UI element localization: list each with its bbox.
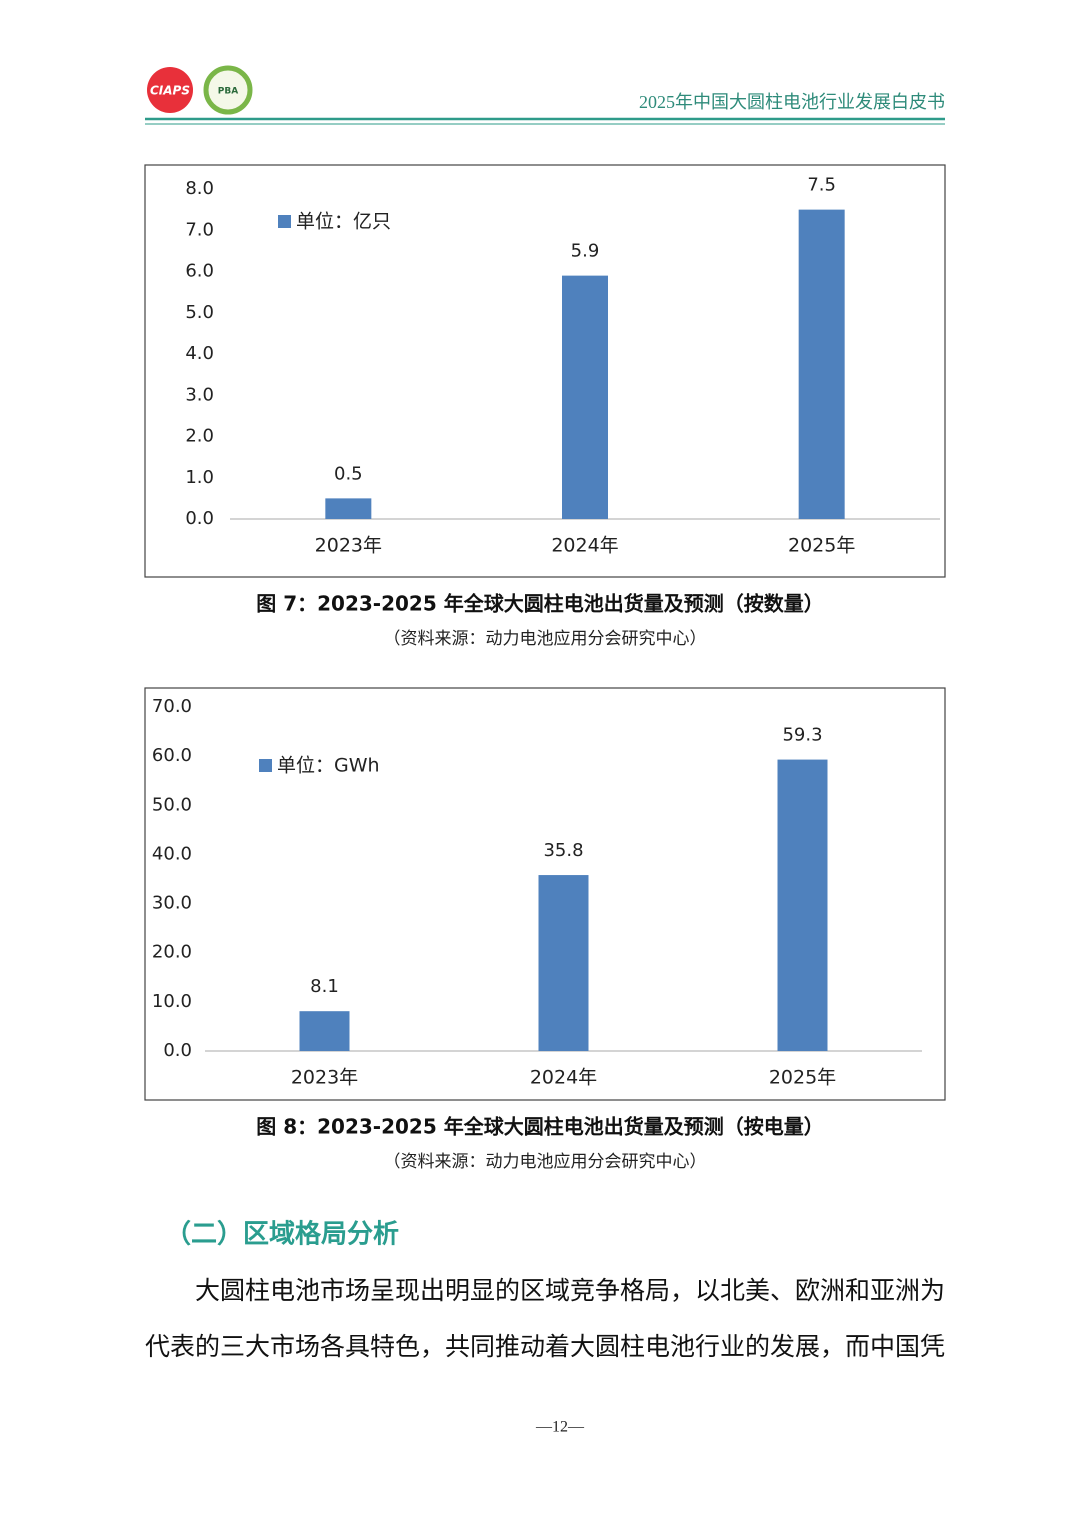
y-tick-label: 6.0: [185, 261, 214, 282]
figure-source: （资料来源：动力电池应用分会研究中心）: [384, 1152, 707, 1171]
value-label: 59.3: [782, 725, 822, 746]
legend-label: 单位：亿只: [296, 211, 391, 233]
y-tick-label: 3.0: [185, 384, 214, 405]
figure-source: （资料来源：动力电池应用分会研究中心）: [384, 629, 707, 648]
value-label: 7.5: [807, 175, 836, 196]
y-tick-label: 30.0: [152, 893, 192, 914]
y-tick-label: 40.0: [152, 843, 192, 864]
y-tick-label: 7.0: [185, 219, 214, 240]
x-tick-label: 2024年: [530, 1067, 597, 1089]
value-label: 35.8: [543, 840, 583, 861]
bar: [562, 275, 608, 519]
logo-text: CIAPS: [150, 84, 190, 98]
value-label: 8.1: [310, 976, 339, 997]
y-tick-label: 70.0: [152, 696, 192, 717]
page-number: —12—: [535, 1419, 585, 1436]
header-title: 2025年中国大圆柱电池行业发展白皮书: [639, 92, 945, 112]
legend-label: 单位：GWh: [277, 755, 380, 777]
x-tick-label: 2025年: [788, 535, 855, 557]
bar: [777, 759, 828, 1051]
bar: [325, 498, 372, 519]
logo-ciaps: [147, 67, 193, 113]
y-tick-label: 10.0: [152, 991, 192, 1012]
bar: [299, 1011, 350, 1051]
logo-pba: [203, 65, 253, 115]
x-tick-label: 2024年: [551, 535, 618, 557]
bar: [798, 209, 845, 519]
y-tick-label: 50.0: [152, 794, 192, 815]
figure-caption: 图 8：2023-2025 年全球大圆柱电池出货量及预测（按电量）: [256, 1115, 823, 1139]
y-tick-label: 2.0: [185, 426, 214, 447]
x-tick-label: 2023年: [315, 535, 382, 557]
x-tick-label: 2025年: [769, 1067, 836, 1089]
y-tick-label: 4.0: [185, 343, 214, 364]
legend-swatch: [278, 215, 291, 228]
figure-caption: 图 7：2023-2025 年全球大圆柱电池出货量及预测（按数量）: [256, 592, 823, 616]
y-tick-label: 0.0: [185, 508, 214, 529]
y-tick-label: 8.0: [185, 178, 214, 199]
x-tick-label: 2023年: [291, 1067, 358, 1089]
value-label: 5.9: [571, 241, 600, 262]
y-tick-label: 20.0: [152, 942, 192, 963]
section-heading: （二）区域格局分析: [165, 1219, 399, 1250]
y-tick-label: 5.0: [185, 302, 214, 323]
y-tick-label: 0.0: [163, 1040, 192, 1061]
y-tick-label: 60.0: [152, 745, 192, 766]
legend-swatch: [259, 759, 272, 772]
y-tick-label: 1.0: [185, 467, 214, 488]
value-label: 0.5: [334, 463, 363, 484]
bar: [538, 875, 589, 1051]
logo-text: PBA: [218, 87, 238, 97]
paragraph: 大圆柱电池市场呈现出明显的区域竞争格局，以北美、欧洲和亚洲为代表的三大市场各具特…: [145, 1278, 946, 1361]
